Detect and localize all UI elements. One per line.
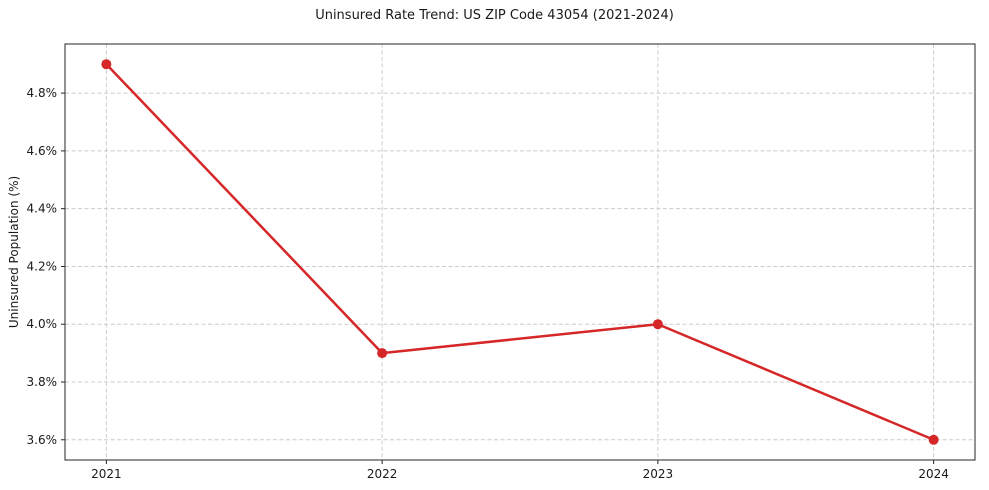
x-tick-label: 2024 bbox=[918, 467, 949, 481]
x-tick-label: 2022 bbox=[367, 467, 398, 481]
x-tick-label: 2023 bbox=[643, 467, 674, 481]
y-tick-label: 4.6% bbox=[27, 144, 58, 158]
data-point bbox=[928, 434, 939, 445]
data-line bbox=[105, 62, 935, 442]
y-tick-label: 4.8% bbox=[27, 86, 58, 100]
chart-title: Uninsured Rate Trend: US ZIP Code 43054 … bbox=[315, 8, 674, 23]
y-tick-label: 3.8% bbox=[27, 375, 58, 389]
data-point bbox=[101, 59, 112, 70]
y-tick-label: 4.2% bbox=[27, 259, 58, 273]
axes-border bbox=[64, 43, 976, 461]
y-tick-label: 4.4% bbox=[27, 202, 58, 216]
data-point bbox=[652, 319, 663, 330]
data-point bbox=[377, 348, 388, 359]
y-tick-label: 3.6% bbox=[27, 433, 58, 447]
x-tick-label: 2021 bbox=[91, 467, 122, 481]
y-tick-label: 4.0% bbox=[27, 317, 58, 331]
